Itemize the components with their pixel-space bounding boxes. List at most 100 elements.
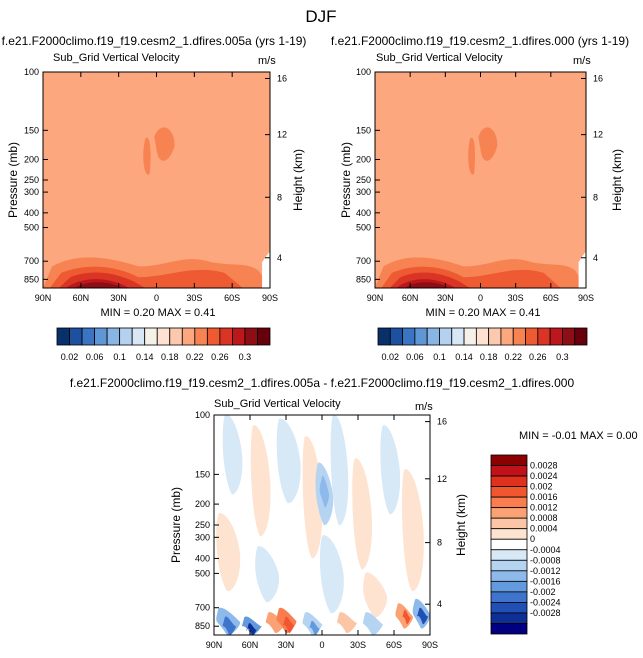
x-tick-label: 30S [508, 293, 524, 303]
colorbar-swatch [169, 327, 183, 346]
colorbar-swatch [500, 327, 514, 346]
x-tick-label: 30N [278, 640, 295, 650]
y-tick-label: 300 [356, 187, 371, 197]
x-tick-label: 0 [154, 293, 159, 303]
colorbar-label: 0.0008 [530, 513, 558, 523]
chart-panel-2: f.e21.F2000climo.f19_f19.cesm2_1.dfires.… [331, 34, 629, 362]
colorbar-swatch [206, 327, 221, 346]
colorbar-swatch [525, 327, 539, 346]
x-tick-label: 30S [350, 640, 366, 650]
contour-band [222, 616, 237, 635]
y-tick-label: 300 [195, 532, 210, 542]
x-tick-label: 30S [186, 293, 202, 303]
y-right-tick-label: 12 [593, 130, 603, 140]
colorbar-swatch [106, 327, 121, 346]
y-tick-label: 500 [356, 223, 371, 233]
contour-band [74, 282, 123, 288]
x-tick-label: 60N [402, 293, 419, 303]
colorbar-swatch [490, 528, 528, 540]
x-tick-label: 60S [386, 640, 402, 650]
colorbar-swatch [490, 507, 528, 519]
colorbar-swatch [94, 327, 108, 346]
contour-band [363, 572, 388, 618]
colorbar-swatch [490, 454, 528, 466]
colorbar-swatch [69, 327, 83, 346]
colorbar-swatch [488, 327, 502, 346]
y-tick-label: 150 [195, 469, 210, 479]
contour-band [282, 616, 295, 634]
colorbar-label: 0.1 [113, 352, 126, 362]
y-tick-label: 400 [24, 208, 39, 218]
x-tick-label: 30N [437, 293, 454, 303]
y-tick-label: 300 [24, 187, 39, 197]
y-tick-label: 200 [24, 154, 39, 164]
colorbar-swatch [512, 327, 526, 346]
contour-band [404, 282, 449, 288]
y-axis-label: Pressure (mb) [6, 142, 20, 218]
colorbar-swatch [402, 327, 416, 346]
y-tick-label: 200 [356, 154, 371, 164]
colorbar-swatch [549, 327, 563, 346]
colorbar-swatch [490, 559, 528, 572]
figure-title: DJF [305, 7, 336, 26]
colorbar-swatch [56, 327, 70, 346]
x-tick-label: 90S [262, 293, 278, 303]
colorbar-swatch [490, 517, 528, 530]
colorbar-label: -0.0024 [530, 597, 561, 607]
contour-band [276, 418, 301, 504]
colorbar-swatch [574, 327, 588, 346]
colorbar-swatch [490, 538, 528, 551]
colorbar-swatch [181, 327, 196, 346]
contour-band [416, 607, 429, 625]
y-right-tick-label: 12 [437, 474, 447, 484]
y-tick-label: 400 [195, 553, 210, 563]
contour-band [255, 546, 280, 603]
contour-band [43, 72, 270, 288]
contour-band [401, 469, 424, 592]
colorbar-label: 0.06 [86, 352, 104, 362]
colorbar-swatch [490, 465, 528, 477]
x-tick-label: 90N [206, 640, 223, 650]
colorbar-swatch [562, 327, 576, 346]
colorbar-swatch [81, 327, 95, 346]
contour-field [375, 72, 586, 288]
y-tick-label: 500 [24, 223, 39, 233]
panel-title: f.e21.F2000climo.f19_f19.cesm2_1.dfires.… [70, 376, 575, 390]
colorbar-label: 0.1 [433, 352, 446, 362]
y-axis-right-label: Height (km) [454, 494, 468, 556]
y-right-tick-label: 4 [593, 253, 598, 263]
y-right-tick-label: 4 [437, 599, 442, 609]
colorbar-swatch [490, 549, 528, 561]
colorbar-swatch [377, 327, 391, 346]
x-tick-label: 0 [478, 293, 483, 303]
colorbar-swatch [232, 327, 246, 346]
contour-band [468, 137, 475, 175]
y-right-tick-label: 4 [277, 253, 282, 263]
contour-band [246, 623, 258, 635]
contour-field [214, 415, 430, 635]
panel-subtitle: Sub_Grid Vertical Velocity [214, 398, 341, 410]
contour-band [337, 612, 357, 634]
y-tick-label: 250 [195, 520, 210, 530]
colorbar-label: -0.0016 [530, 576, 561, 586]
panel-subtitle: Sub_Grid Vertical Velocity [376, 52, 503, 64]
y-tick-label: 250 [24, 175, 39, 185]
y-right-tick-label: 12 [277, 130, 287, 140]
colorbar-swatch [439, 327, 453, 346]
y-tick-label: 100 [356, 67, 371, 77]
colorbar-label: -0.0004 [530, 545, 561, 555]
x-tick-label: 60S [543, 293, 559, 303]
colorbar-label: 0.0004 [530, 524, 558, 534]
colorbar-swatch [426, 327, 440, 346]
chart-panel-1: f.e21.F2000climo.f19_f19.cesm2_1.dfires.… [2, 34, 307, 362]
colorbar-label: 0.0012 [530, 503, 558, 513]
y-tick-label: 200 [195, 499, 210, 509]
y-tick-label: 150 [24, 125, 39, 135]
colorbar-label: -0.0012 [530, 566, 561, 576]
colorbar-label: 0.002 [530, 482, 553, 492]
y-tick-label: 400 [356, 208, 371, 218]
contour-band [216, 513, 241, 592]
y-right-tick-label: 8 [437, 538, 442, 548]
colorbar-swatch [490, 612, 528, 624]
